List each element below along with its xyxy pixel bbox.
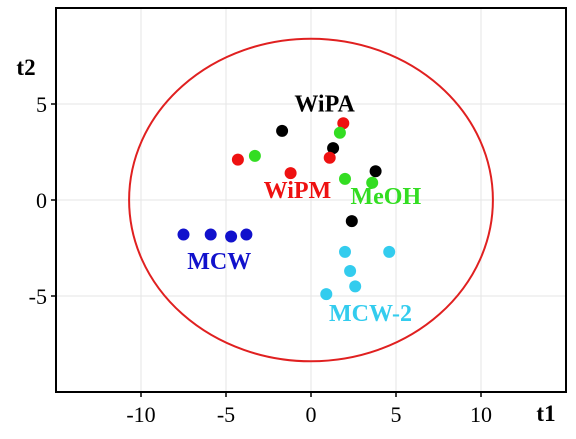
data-point bbox=[366, 176, 379, 189]
confidence-ellipse bbox=[128, 37, 494, 363]
y-tick-label: -5 bbox=[29, 284, 47, 309]
group-labels: WiPA WiPM MeOH MCW MCW-2 bbox=[187, 92, 421, 327]
x-tick-label: 5 bbox=[391, 402, 402, 427]
y-tick-label: 5 bbox=[36, 92, 47, 117]
data-point bbox=[177, 228, 190, 241]
x-tick-label: 0 bbox=[306, 402, 317, 427]
y-tick-label: 0 bbox=[36, 188, 47, 213]
data-point bbox=[339, 245, 351, 258]
data-point bbox=[369, 165, 382, 178]
data-point bbox=[337, 117, 350, 130]
data-point bbox=[231, 153, 244, 166]
y-axis-title: t2 bbox=[16, 55, 35, 80]
data-point bbox=[327, 142, 340, 155]
data-point bbox=[323, 151, 336, 164]
data-point bbox=[276, 124, 289, 137]
series-label: MeOH bbox=[350, 184, 421, 210]
x-tick-label: -10 bbox=[126, 402, 155, 427]
data-point bbox=[284, 167, 297, 180]
data-point bbox=[339, 172, 351, 185]
data-point bbox=[248, 149, 261, 162]
data-point bbox=[333, 126, 346, 139]
data-point bbox=[383, 245, 396, 258]
data-point bbox=[225, 230, 238, 243]
y-axis-ticks: 5 0 -5 bbox=[29, 92, 56, 309]
data-point bbox=[344, 265, 357, 278]
x-tick-label: -5 bbox=[217, 402, 235, 427]
gridlines bbox=[56, 8, 566, 392]
data-points bbox=[177, 117, 396, 301]
series-label: MCW bbox=[187, 249, 251, 275]
data-point bbox=[320, 288, 333, 301]
series-label: WiPA bbox=[294, 92, 355, 118]
data-point bbox=[345, 215, 358, 228]
data-point bbox=[240, 228, 253, 241]
x-tick-label: 10 bbox=[470, 402, 492, 427]
series-label: WiPM bbox=[264, 178, 332, 204]
x-axis-ticks: -10 -5 0 5 10 bbox=[126, 392, 492, 427]
x-axis-title: t1 bbox=[536, 401, 555, 426]
series-label: MCW-2 bbox=[329, 301, 412, 327]
data-point bbox=[204, 228, 217, 241]
data-point bbox=[349, 280, 362, 293]
